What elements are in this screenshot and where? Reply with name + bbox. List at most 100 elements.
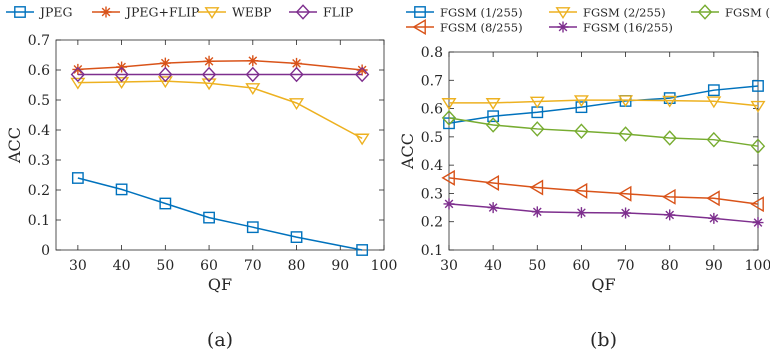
data-point — [531, 206, 543, 218]
data-point — [752, 217, 764, 229]
data-point — [485, 117, 501, 133]
legend-marker — [555, 7, 571, 20]
y-tick-label: 0.7 — [421, 73, 443, 89]
x-tick-label: 40 — [484, 258, 502, 274]
data-point — [750, 196, 764, 213]
legend-marker — [412, 19, 426, 35]
legend-label: FLIP — [323, 5, 353, 20]
data-point — [158, 66, 173, 83]
x-tick-label: 100 — [745, 258, 770, 274]
data-point — [750, 138, 766, 154]
data-point — [707, 84, 720, 97]
data-point — [662, 95, 678, 108]
data-point — [618, 126, 633, 142]
data-point — [441, 110, 457, 126]
data-point — [441, 98, 457, 110]
series-line-fgsm-2-255- — [449, 99, 759, 107]
x-tick-label: 50 — [528, 258, 546, 274]
data-point — [157, 76, 173, 89]
data-point — [620, 207, 632, 219]
y-tick-label: 0.3 — [421, 186, 443, 202]
y-tick-label: 0.1 — [28, 213, 50, 229]
data-point — [291, 57, 303, 69]
data-point — [354, 133, 370, 146]
x-tick-label: 100 — [371, 258, 398, 274]
y-tick-label: 0.6 — [421, 102, 443, 118]
data-point — [441, 169, 455, 186]
data-point — [245, 83, 261, 96]
legend-marker — [295, 4, 311, 20]
data-point — [356, 244, 369, 256]
data-point — [529, 96, 545, 109]
legend-marker — [100, 6, 112, 18]
legend-label: FGSM (1/255) — [440, 6, 523, 20]
data-point — [618, 95, 634, 108]
y-tick-label: 0.6 — [28, 63, 50, 79]
legend-marker — [414, 6, 426, 18]
panel-caption: (a) — [207, 329, 233, 351]
data-point — [70, 77, 86, 90]
x-tick-label: 60 — [200, 258, 218, 274]
data-point — [290, 231, 303, 243]
data-point — [662, 130, 677, 146]
x-tick-label: 80 — [288, 258, 306, 274]
data-point — [203, 211, 215, 224]
legend-label: FGSM (8/255) — [440, 21, 523, 35]
series-line-fgsm-8-255- — [448, 177, 759, 205]
data-point — [485, 98, 501, 110]
data-point — [201, 78, 217, 91]
x-tick-label: 40 — [113, 258, 131, 274]
legend-label: FGSM (4/255) — [725, 6, 770, 20]
y-tick-label: 0.5 — [28, 93, 50, 109]
data-point — [354, 66, 370, 83]
data-point — [71, 172, 84, 184]
data-point — [574, 123, 589, 139]
data-point — [246, 221, 259, 234]
y-tick-label: 0.1 — [421, 243, 443, 259]
data-point — [529, 179, 544, 196]
data-point — [203, 55, 215, 67]
x-tick-label: 50 — [156, 258, 174, 274]
y-tick-label: 0.8 — [421, 45, 443, 61]
panel-caption: (b) — [590, 329, 617, 351]
data-point — [617, 185, 632, 202]
x-tick-label: 70 — [617, 258, 635, 274]
x-tick-label: 90 — [705, 258, 723, 274]
y-tick-label: 0.5 — [421, 130, 443, 146]
x-tick-label: 30 — [69, 258, 87, 274]
x-tick-label: 30 — [440, 258, 458, 274]
data-point — [114, 77, 130, 90]
legend-label: FGSM (2/255) — [583, 6, 666, 20]
y-tick-label: 0 — [41, 243, 50, 259]
y-axis-label: ACC — [398, 133, 417, 170]
x-tick-label: 90 — [331, 258, 349, 274]
data-point — [573, 182, 588, 199]
plot-area-frame — [55, 39, 385, 251]
legend-label: WEBP — [232, 5, 272, 20]
legend-label: JPEG+FLIP — [124, 5, 199, 20]
y-tick-label: 0.4 — [28, 123, 50, 139]
y-axis-label: ACC — [5, 127, 24, 164]
x-tick-label: 70 — [244, 258, 262, 274]
data-point — [487, 202, 499, 214]
data-point — [159, 57, 171, 69]
legend-label: JPEG — [38, 5, 73, 20]
data-point — [487, 110, 500, 123]
data-point — [289, 98, 305, 111]
plot-area-frame — [448, 51, 759, 251]
data-point — [485, 174, 500, 191]
data-point — [706, 96, 722, 109]
data-point — [201, 66, 217, 83]
x-tick-label: 80 — [661, 258, 679, 274]
data-point — [115, 183, 128, 196]
legend-marker — [697, 4, 713, 20]
data-point — [662, 188, 676, 205]
y-tick-label: 0.3 — [28, 153, 50, 169]
data-point — [356, 64, 368, 76]
data-point — [573, 95, 589, 108]
data-point — [72, 63, 84, 75]
data-point — [159, 197, 172, 210]
data-point — [114, 66, 129, 83]
series-line-fgsm-16-255- — [448, 203, 759, 224]
